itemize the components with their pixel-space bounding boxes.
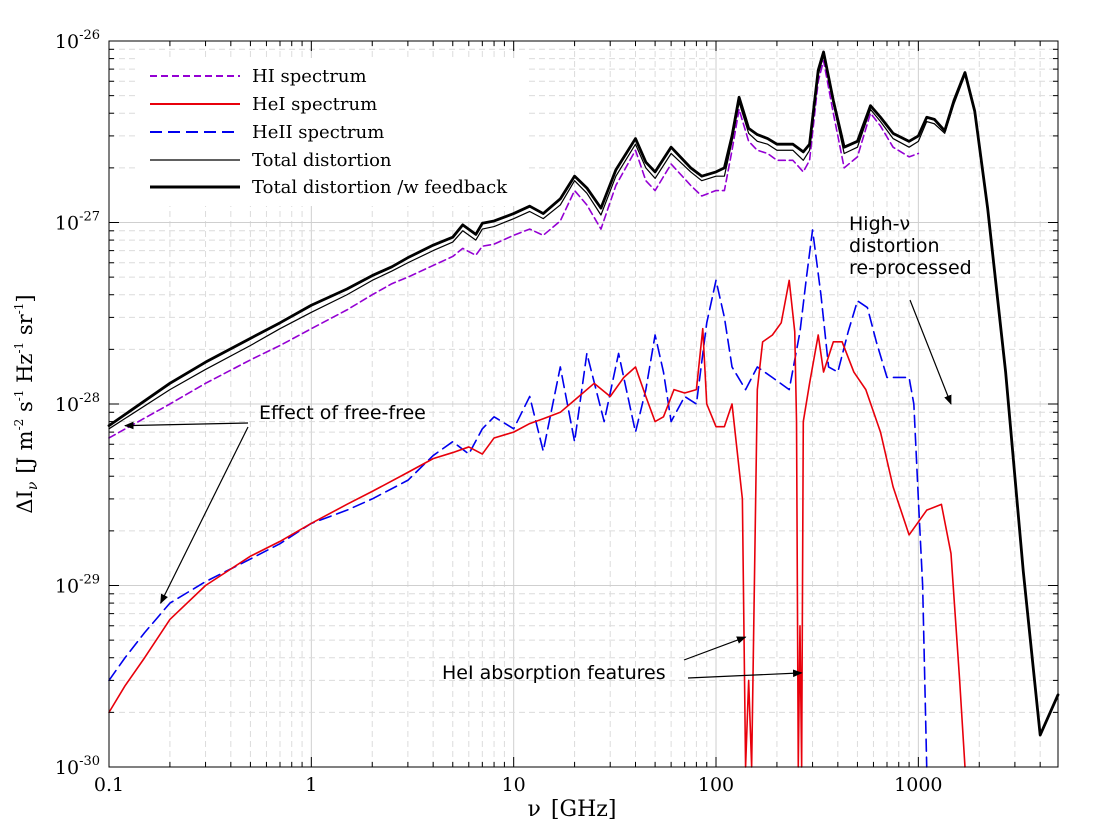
y-axis-title: ΔIν[J m-2 s-1 Hz-1 sr-1] — [12, 294, 41, 513]
legend-label-total-feedback: Total distortion /w feedback — [252, 177, 508, 198]
legend-label-hi: HI spectrum — [252, 66, 367, 87]
x-tick-label: 1000 — [894, 774, 942, 796]
annotation-arrow — [124, 421, 249, 430]
series-line-1 — [108, 279, 966, 768]
y-tick-labels: 10-30 10-29 10-28 10-27 10-26 — [55, 28, 100, 779]
legend-label-heii: HeII spectrum — [252, 122, 384, 143]
y-tick-label: 10-28 — [55, 391, 100, 416]
axis-ticks — [108, 40, 1058, 768]
series-line-3 — [108, 55, 1059, 736]
annotation-arrow — [683, 636, 747, 661]
x-tick-label: 1 — [305, 774, 317, 796]
legend-label-total: Total distortion — [252, 150, 392, 171]
x-tick-label: 10 — [502, 774, 526, 796]
legend: HI spectrum HeI spectrum HeII spectrum T… — [135, 58, 525, 206]
series-line-0 — [108, 59, 920, 439]
annotation-hei-absorption: HeI absorption features — [442, 662, 666, 684]
x-axis-title: ν [GHz] — [528, 797, 617, 822]
y-tick-label: 10-30 — [55, 754, 100, 779]
x-tick-labels: 0.1 1 10 100 1000 — [94, 774, 943, 796]
annotations: Effect of free-free HeI absorption featu… — [124, 213, 972, 684]
y-tick-label: 10-29 — [55, 573, 100, 598]
y-tick-label: 10-27 — [55, 210, 100, 235]
annotation-arrow — [909, 299, 952, 405]
annotation-arrow — [160, 426, 249, 604]
legend-label-hei: HeI spectrum — [252, 94, 377, 115]
plot-series — [107, 50, 1060, 768]
annotation-free-free: Effect of free-free — [259, 402, 426, 424]
y-tick-label: 10-26 — [55, 28, 100, 53]
annotation-high-nu: High-ν distortion re-processed — [849, 213, 972, 279]
series-line-2 — [108, 229, 928, 768]
series-line-4 — [107, 50, 1060, 737]
x-tick-label: 100 — [698, 774, 734, 796]
x-tick-label: 0.1 — [94, 774, 124, 796]
annotation-arrow — [687, 669, 803, 679]
